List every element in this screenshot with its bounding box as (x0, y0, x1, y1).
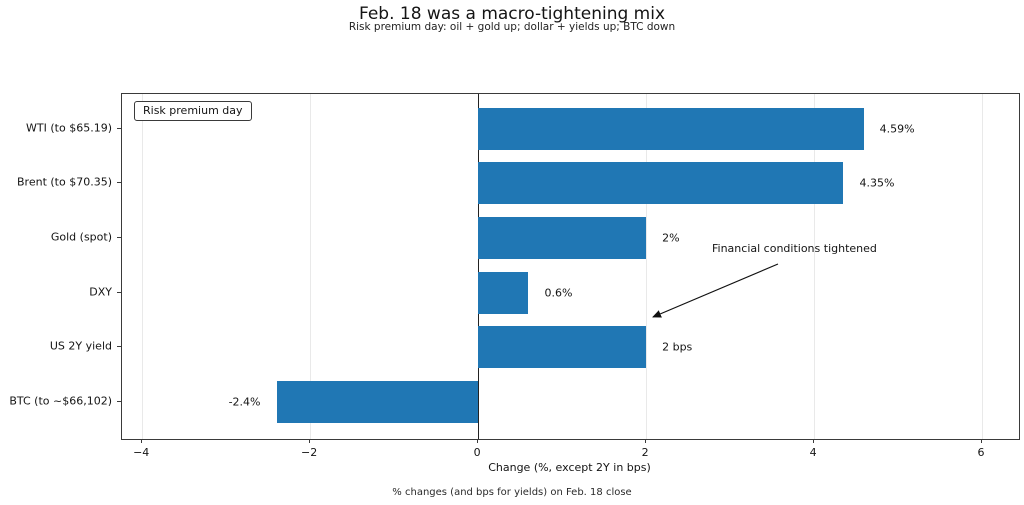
x-tick-mark (141, 439, 143, 443)
x-tick-mark (645, 439, 647, 443)
bar-value-label: 2% (662, 231, 680, 245)
y-axis-label: BTC (to ~$66,102) (9, 394, 112, 408)
y-tick-mark (117, 182, 121, 184)
gridline (142, 94, 144, 439)
x-tick-label: 2 (641, 446, 649, 459)
x-tick-label: 0 (473, 446, 481, 459)
x-tick-label: 4 (809, 446, 817, 459)
bar-value-label: 4.35% (859, 176, 895, 190)
y-tick-mark (117, 401, 121, 402)
y-axis-label: Brent (to $70.35) (17, 175, 112, 189)
bar (276, 381, 479, 423)
gridline (646, 94, 648, 439)
bar-value-label: 0.6% (544, 286, 573, 300)
bar (478, 162, 844, 205)
y-tick-mark (117, 291, 121, 293)
x-tick-mark (981, 439, 982, 443)
bar (478, 107, 864, 150)
x-tick-mark (477, 439, 479, 443)
chart-footnote: % changes (and bps for yields) on Feb. 1… (392, 487, 632, 498)
zero-line (478, 94, 480, 439)
bar (478, 216, 647, 259)
y-tick-mark (117, 127, 121, 129)
y-axis-label: DXY (89, 285, 112, 299)
annotation-text: Financial conditions tightened (712, 242, 877, 255)
gridline (982, 94, 983, 439)
y-tick-mark (117, 346, 121, 348)
bar (478, 271, 529, 314)
plot-area: 4.59% 4.35% 2% 0.6% 2 bps -2.4% Risk premium … (121, 93, 1020, 440)
chart-title: Feb. 18 was a macro-tightening mix (358, 4, 666, 24)
x-tick-mark (813, 439, 815, 443)
gridline (814, 94, 816, 439)
bar-value-label: 4.59% (879, 122, 915, 135)
bar (478, 326, 647, 369)
y-axis-label: WTI (to $65.19) (26, 121, 112, 134)
y-axis-label: US 2Y yield (49, 339, 112, 353)
gridline (310, 94, 312, 439)
bar-value-label: 2 bps (662, 340, 693, 354)
x-tick-mark (309, 439, 311, 443)
x-tick-label: 6 (977, 446, 985, 459)
legend-label: Risk premium day (143, 104, 243, 117)
x-tick-label: −4 (133, 446, 150, 459)
chart-subtitle: Risk premium day: oil + gold up; dollar … (348, 21, 676, 33)
bar-value-label: -2.4% (228, 395, 261, 409)
y-tick-mark (117, 236, 121, 238)
y-axis-label: Gold (spot) (50, 230, 112, 244)
x-axis-label: Change (%, except 2Y in bps) (488, 461, 651, 474)
x-tick-label: −2 (300, 446, 318, 459)
legend: Risk premium day (134, 101, 252, 121)
